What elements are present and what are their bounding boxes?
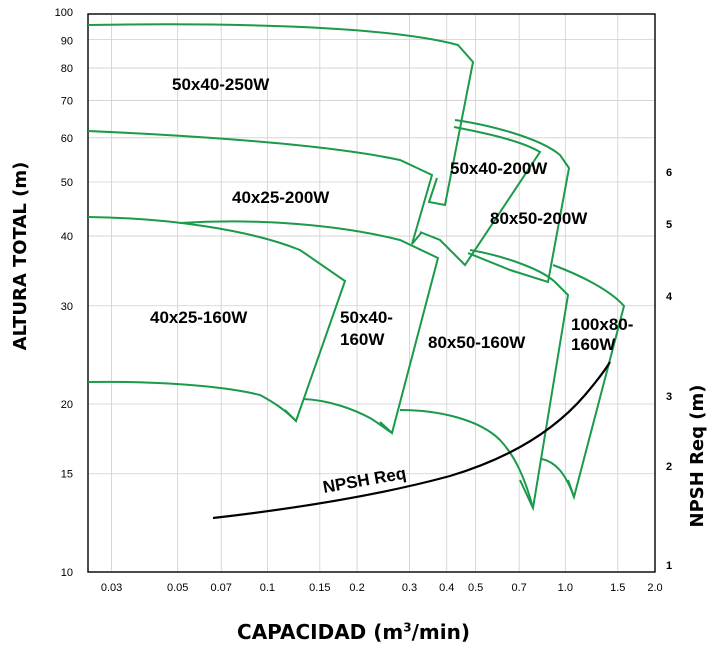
y-tick-label: 100	[55, 7, 73, 19]
curve-50x40-250w	[87, 23, 475, 207]
x-axis-title-suffix: /min)	[411, 620, 470, 644]
y2-tick-label: 3	[666, 391, 672, 403]
curve-80x50-160w	[469, 249, 570, 512]
npsh-req-curve	[212, 361, 611, 520]
y2-tick-label: 1	[666, 560, 672, 572]
label-50x40-160w-line1: 50x40-	[340, 308, 393, 327]
curve-80x50-200w	[454, 119, 571, 284]
y-tick-label: 80	[61, 63, 73, 75]
y-tick-label: 90	[61, 36, 73, 48]
label-50x40-200w: 50x40-200W	[450, 159, 548, 178]
y2-tick-label: 4	[666, 291, 673, 303]
y2-tick-label: 2	[666, 461, 672, 473]
y2-tick-label: 6	[666, 167, 672, 179]
x-tick-label: 1.5	[610, 582, 625, 594]
y-tick-label: 40	[61, 231, 73, 243]
y2-tick-label: 5	[666, 219, 672, 231]
curve-40x25-200w	[87, 130, 434, 245]
x-tick-label: 0.1	[260, 582, 275, 594]
x-tick-label: 0.7	[512, 582, 527, 594]
curve-100x80-160w	[552, 264, 626, 501]
x-axis-title: CAPACIDAD (m3/min)	[0, 620, 707, 644]
label-40x25-200w: 40x25-200W	[232, 188, 330, 207]
label-50x40-160w-line2: 160W	[340, 330, 385, 349]
x-tick-label: 0.2	[349, 582, 364, 594]
x-tick-label: 0.3	[402, 582, 417, 594]
curves-layer	[87, 23, 626, 512]
y-tick-label: 15	[61, 469, 73, 481]
curve-50x40-160w	[179, 220, 440, 435]
label-50x40-250w: 50x40-250W	[172, 75, 270, 94]
label-100x80-160w-line2: 160W	[571, 335, 616, 354]
label-80x50-160w: 80x50-160W	[428, 333, 526, 352]
x-tick-label: 2.0	[647, 582, 662, 594]
label-npsh-req: NPSH Req	[321, 464, 407, 497]
y-tick-label: 60	[61, 133, 73, 145]
labels-layer: 50x40-250W 40x25-200W 50x40-200W 80x50-2…	[150, 75, 633, 497]
x-tick-label: 0.4	[439, 582, 454, 594]
y-tick-label: 70	[61, 95, 73, 107]
x-axis-title-superscript: 3	[403, 620, 412, 635]
plot-border	[87, 13, 656, 573]
curve-50x40-200w	[419, 126, 542, 267]
x-tick-label: 0.5	[468, 582, 483, 594]
curve-40x25-160w	[87, 216, 347, 423]
x-tick-label: 0.05	[167, 582, 188, 594]
y-tick-label: 20	[61, 399, 73, 411]
x-axis-title-prefix: CAPACIDAD (m	[237, 620, 404, 644]
x-tick-label: 0.07	[211, 582, 232, 594]
curve-40x25-160w-small	[87, 380, 297, 422]
x-tick-label: 0.03	[101, 582, 122, 594]
label-100x80-160w-line1: 100x80-	[571, 315, 633, 334]
y2-axis-title: NPSH Req (m)	[687, 385, 707, 528]
y-tick-label: 30	[61, 301, 73, 313]
x-tick-label: 1.0	[558, 582, 573, 594]
curve-100x80-160w-small	[541, 458, 575, 498]
curve-80x50-160w-small	[399, 409, 534, 509]
ticks-layer: 0.03 0.05 0.07 0.1 0.15 0.2 0.3 0.4 0.5 0.7 1.0 1.5…	[55, 7, 673, 594]
curve-50x40-160w-small	[302, 398, 393, 434]
label-80x50-200w: 80x50-200W	[490, 209, 588, 228]
x-tick-label: 0.15	[309, 582, 330, 594]
y-axis-title: ALTURA TOTAL (m)	[10, 162, 31, 351]
label-40x25-160w: 40x25-160W	[150, 308, 248, 327]
y-tick-label: 50	[61, 177, 73, 189]
y-tick-label: 10	[61, 567, 73, 579]
